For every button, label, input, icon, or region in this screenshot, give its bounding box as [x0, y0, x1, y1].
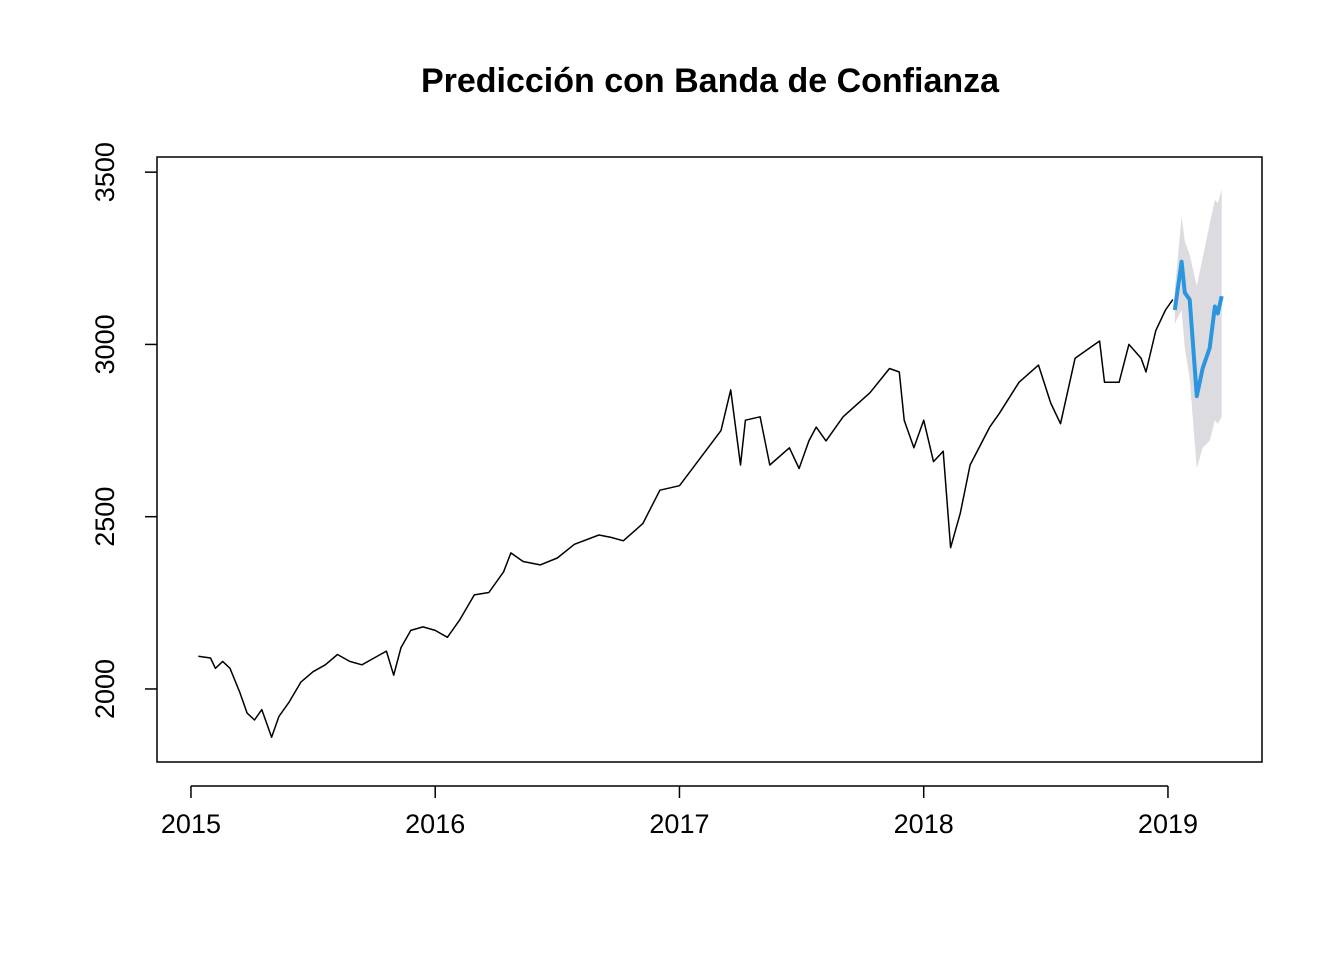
y-tick-label: 3000	[90, 314, 120, 374]
chart-title: Predicción con Banda de Confianza	[421, 62, 1000, 100]
confidence-band	[1174, 189, 1222, 469]
forecast-line	[1172, 259, 1224, 399]
y-tick-label: 2500	[90, 487, 120, 547]
y-tick-label: 3500	[90, 142, 120, 202]
x-tick-label: 2019	[1138, 809, 1198, 839]
y-tick-label: 2000	[90, 659, 120, 719]
x-tick-label: 2018	[894, 809, 954, 839]
history-line	[198, 299, 1174, 738]
x-tick-label: 2015	[161, 809, 221, 839]
plot-frame	[156, 156, 1263, 763]
x-tick-label: 2017	[649, 809, 709, 839]
x-tick-label: 2016	[405, 809, 465, 839]
